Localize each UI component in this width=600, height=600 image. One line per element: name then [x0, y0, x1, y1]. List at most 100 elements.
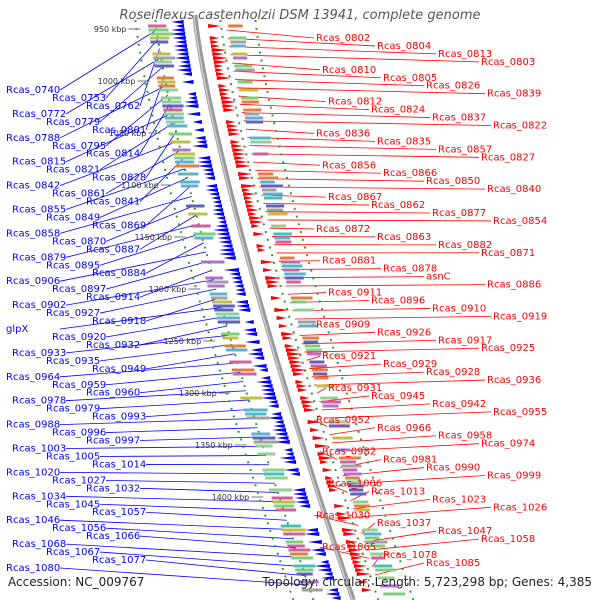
- left-gene-label[interactable]: Rcas_0914: [86, 292, 140, 303]
- right-gene-label[interactable]: Rcas_0925: [481, 343, 535, 354]
- right-gene-label[interactable]: Rcas_0917: [438, 335, 492, 346]
- right-gene-label[interactable]: Rcas_0958: [438, 431, 492, 442]
- right-gene-label[interactable]: Rcas_0810: [322, 65, 376, 76]
- left-gene-label[interactable]: Rcas_1005: [46, 451, 100, 462]
- right-gene-label[interactable]: Rcas_0931: [328, 383, 382, 394]
- left-gene-label[interactable]: Rcas_1068: [12, 539, 66, 550]
- left-gene-label[interactable]: glpX: [6, 324, 28, 335]
- right-gene-label[interactable]: Rcas_0867: [328, 192, 382, 203]
- right-gene-label[interactable]: Rcas_1037: [377, 518, 431, 529]
- left-gene-label[interactable]: Rcas_0964: [6, 372, 60, 383]
- left-gene-label[interactable]: Rcas_0849: [46, 212, 100, 223]
- right-gene-label[interactable]: Rcas_0863: [377, 232, 431, 243]
- right-gene-label[interactable]: Rcas_0942: [432, 399, 486, 410]
- left-gene-label[interactable]: Rcas_0993: [92, 412, 146, 423]
- right-gene-label[interactable]: Rcas_0936: [487, 375, 541, 386]
- right-gene-label[interactable]: Rcas_0886: [487, 280, 541, 291]
- right-gene-label[interactable]: Rcas_0804: [377, 41, 431, 52]
- right-gene-label[interactable]: Rcas_0839: [487, 89, 541, 100]
- left-gene-label[interactable]: Rcas_1046: [6, 515, 60, 526]
- left-gene-label[interactable]: Rcas_0935: [46, 356, 100, 367]
- left-gene-label[interactable]: Rcas_0996: [52, 428, 106, 439]
- right-gene-label[interactable]: Rcas_0881: [322, 256, 376, 267]
- left-gene-label[interactable]: Rcas_0988: [6, 420, 60, 431]
- left-gene-label[interactable]: Rcas_0960: [86, 388, 140, 399]
- left-gene-label[interactable]: Rcas_0920: [52, 332, 106, 343]
- right-gene-label[interactable]: Rcas_0827: [481, 152, 535, 163]
- left-gene-label[interactable]: Rcas_0906: [6, 276, 60, 287]
- right-gene-label[interactable]: Rcas_0802: [316, 33, 370, 44]
- left-gene-label[interactable]: Rcas_0861: [52, 189, 106, 200]
- right-gene-label[interactable]: Rcas_0911: [328, 288, 382, 299]
- right-gene-label[interactable]: Rcas_0840: [487, 184, 541, 195]
- left-gene-label[interactable]: Rcas_1057: [92, 507, 146, 518]
- right-gene-label[interactable]: Rcas_0909: [316, 319, 370, 330]
- right-gene-label[interactable]: Rcas_0850: [426, 176, 480, 187]
- right-gene-label[interactable]: Rcas_0982: [322, 447, 376, 458]
- right-gene-label[interactable]: Rcas_0966: [377, 423, 431, 434]
- left-gene-label[interactable]: Rcas_0884: [92, 268, 146, 279]
- left-gene-label[interactable]: Rcas_0895: [46, 260, 100, 271]
- right-gene-label[interactable]: Rcas_0854: [493, 216, 547, 227]
- left-gene-label[interactable]: Rcas_1080: [6, 563, 60, 574]
- right-gene-label[interactable]: Rcas_1047: [438, 526, 492, 537]
- right-gene-label[interactable]: Rcas_0945: [371, 391, 425, 402]
- left-gene-label[interactable]: Rcas_1066: [86, 531, 140, 542]
- left-gene-label[interactable]: Rcas_0828: [92, 173, 146, 184]
- right-gene-label[interactable]: Rcas_1030: [316, 510, 370, 521]
- right-gene-label[interactable]: Rcas_0910: [432, 303, 486, 314]
- left-gene-label[interactable]: Rcas_1020: [6, 467, 60, 478]
- left-gene-label[interactable]: Rcas_1027: [52, 475, 106, 486]
- right-gene-label[interactable]: Rcas_0836: [316, 128, 370, 139]
- right-gene-label[interactable]: Rcas_1078: [383, 550, 437, 561]
- left-gene-label[interactable]: Rcas_0772: [12, 109, 66, 120]
- right-gene-label[interactable]: Rcas_0952: [316, 415, 370, 426]
- left-gene-label[interactable]: Rcas_0779: [46, 117, 100, 128]
- right-gene-label[interactable]: Rcas_1065: [322, 542, 376, 553]
- right-gene-label[interactable]: Rcas_0878: [383, 264, 437, 275]
- left-gene-label[interactable]: Rcas_0841: [86, 197, 140, 208]
- right-gene-label[interactable]: Rcas_0826: [426, 81, 480, 92]
- right-gene-label[interactable]: Rcas_0990: [426, 463, 480, 474]
- left-gene-label[interactable]: Rcas_0815: [12, 157, 66, 168]
- right-gene-label[interactable]: Rcas_1006: [328, 478, 382, 489]
- left-gene-label[interactable]: Rcas_0858: [6, 228, 60, 239]
- left-gene-label[interactable]: Rcas_0821: [46, 165, 100, 176]
- right-gene-label[interactable]: Rcas_0866: [383, 168, 437, 179]
- right-gene-label[interactable]: Rcas_0921: [322, 351, 376, 362]
- left-gene-label[interactable]: Rcas_0902: [12, 300, 66, 311]
- right-gene-label[interactable]: Rcas_1085: [426, 558, 480, 569]
- right-gene-label[interactable]: Rcas_0926: [377, 327, 431, 338]
- right-gene-label[interactable]: Rcas_0824: [371, 105, 425, 116]
- right-gene-label[interactable]: Rcas_0856: [322, 160, 376, 171]
- left-gene-label[interactable]: Rcas_0933: [12, 348, 66, 359]
- right-gene-label[interactable]: Rcas_0837: [432, 113, 486, 124]
- right-gene-label[interactable]: Rcas_1026: [493, 502, 547, 513]
- left-gene-label[interactable]: Rcas_1034: [12, 491, 66, 502]
- left-gene-label[interactable]: Rcas_0897: [52, 284, 106, 295]
- left-gene-label[interactable]: Rcas_0949: [92, 364, 146, 375]
- right-gene-label[interactable]: Rcas_0919: [493, 311, 547, 322]
- left-gene-label[interactable]: Rcas_1045: [46, 499, 100, 510]
- right-gene-label[interactable]: Rcas_0835: [377, 136, 431, 147]
- right-gene-label[interactable]: Rcas_0929: [383, 359, 437, 370]
- left-gene-label[interactable]: Rcas_1077: [92, 555, 146, 566]
- right-gene-label[interactable]: Rcas_0877: [432, 208, 486, 219]
- left-gene-label[interactable]: Rcas_0887: [86, 244, 140, 255]
- left-gene-label[interactable]: Rcas_0788: [6, 133, 60, 144]
- left-gene-label[interactable]: Rcas_0801: [92, 125, 146, 136]
- right-gene-label[interactable]: Rcas_0882: [438, 240, 492, 251]
- right-gene-label[interactable]: Rcas_0896: [371, 296, 425, 307]
- left-gene-label[interactable]: Rcas_0814: [86, 149, 140, 160]
- left-gene-label[interactable]: Rcas_1003: [12, 444, 66, 455]
- left-gene-label[interactable]: Rcas_0762: [86, 101, 140, 112]
- right-gene-label[interactable]: Rcas_0857: [438, 144, 492, 155]
- left-gene-label[interactable]: Rcas_0879: [12, 252, 66, 263]
- left-gene-label[interactable]: Rcas_1032: [86, 483, 140, 494]
- left-gene-label[interactable]: Rcas_0842: [6, 181, 60, 192]
- right-gene-label[interactable]: Rcas_0862: [371, 200, 425, 211]
- right-gene-label[interactable]: Rcas_0822: [493, 121, 547, 132]
- left-gene-label[interactable]: Rcas_0740: [6, 85, 60, 96]
- left-gene-label[interactable]: Rcas_0870: [52, 236, 106, 247]
- right-gene-label[interactable]: Rcas_0813: [438, 49, 492, 60]
